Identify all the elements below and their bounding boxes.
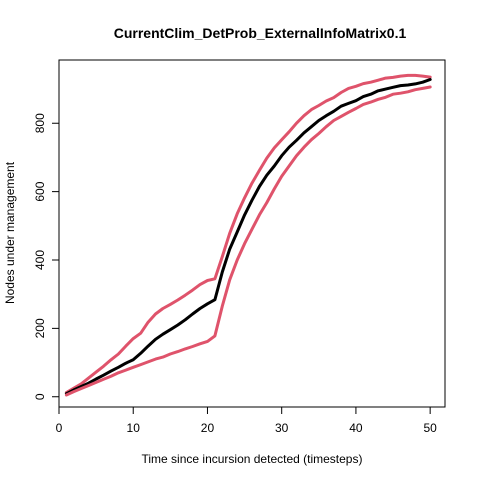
y-tick-label: 800: [33, 113, 47, 133]
y-tick-label: 0: [33, 393, 47, 400]
x-tick-label: 30: [275, 421, 289, 435]
y-axis: 0 200 400 600 800: [33, 113, 60, 400]
x-tick-label: 40: [349, 421, 363, 435]
series-line-2: [64, 85, 432, 397]
x-tick-label: 10: [127, 421, 141, 435]
x-axis: 0 10 20 30 40 50: [56, 406, 437, 435]
y-tick-label: 600: [33, 181, 47, 201]
series-layer: [64, 73, 432, 397]
x-axis-label: Time since incursion detected (timesteps…: [142, 452, 363, 466]
x-tick-label: 0: [56, 421, 63, 435]
series-line-0: [64, 73, 432, 395]
x-tick-label: 20: [201, 421, 215, 435]
y-axis-label: Nodes under management: [3, 161, 17, 304]
series-line-1: [64, 78, 432, 396]
y-tick-label: 400: [33, 250, 47, 270]
x-tick-label: 50: [423, 421, 437, 435]
chart-title: CurrentClim_DetProb_ExternalInfoMatrix0.…: [114, 25, 407, 41]
y-tick-label: 200: [33, 318, 47, 338]
